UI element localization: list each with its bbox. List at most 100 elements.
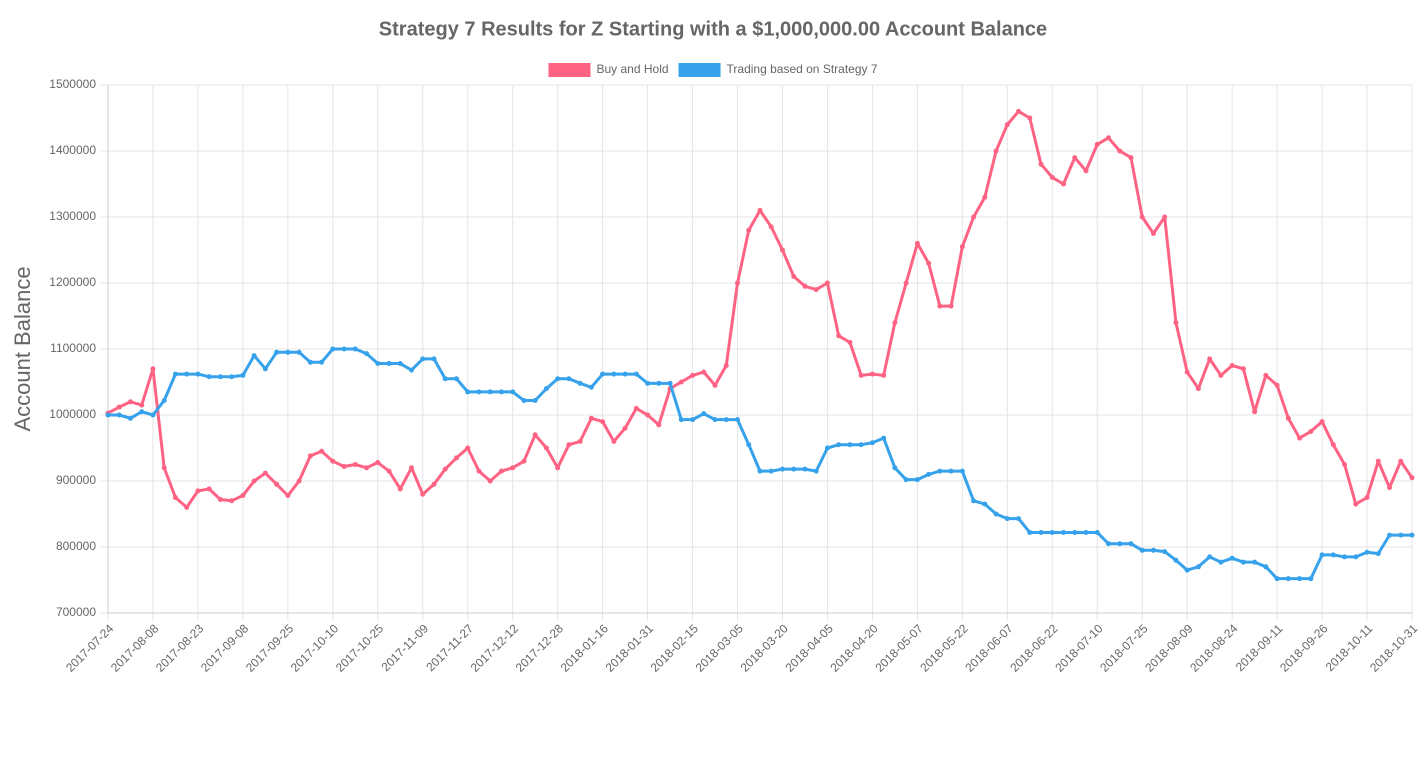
point — [588, 384, 594, 390]
point — [1139, 214, 1145, 220]
point — [1027, 529, 1033, 535]
point — [442, 466, 448, 472]
point — [397, 486, 403, 492]
point — [757, 468, 763, 474]
point — [476, 468, 482, 474]
point — [1252, 409, 1258, 415]
point — [1016, 108, 1022, 114]
point — [364, 465, 370, 471]
point — [1195, 564, 1201, 570]
point — [1038, 529, 1044, 535]
point — [768, 468, 774, 474]
point — [678, 379, 684, 385]
point — [161, 465, 167, 471]
point — [1162, 214, 1168, 220]
point — [735, 280, 741, 286]
point — [1195, 386, 1201, 392]
point — [330, 346, 336, 352]
point — [285, 493, 291, 499]
x-tick-label: 2018-10-31 — [1367, 621, 1421, 675]
point — [824, 280, 830, 286]
point — [1207, 554, 1213, 560]
point — [791, 466, 797, 472]
point — [757, 207, 763, 213]
point — [465, 445, 471, 451]
point — [768, 224, 774, 230]
point — [1263, 564, 1269, 570]
chart-title: Strategy 7 Results for Z Starting with a… — [379, 18, 1047, 40]
point — [1083, 529, 1089, 535]
point — [948, 468, 954, 474]
point — [431, 356, 437, 362]
point — [633, 371, 639, 377]
point — [397, 361, 403, 367]
point — [341, 346, 347, 352]
point — [712, 417, 718, 423]
point — [116, 412, 122, 418]
point — [1128, 541, 1134, 547]
point — [1319, 552, 1325, 558]
y-tick-label: 1500000 — [49, 77, 96, 91]
point — [1364, 495, 1370, 500]
point — [1319, 419, 1325, 425]
point — [869, 371, 875, 377]
point — [1342, 554, 1348, 560]
point — [779, 466, 785, 472]
point — [274, 481, 280, 487]
point — [611, 438, 617, 444]
point — [903, 280, 909, 286]
point — [240, 493, 246, 499]
point — [1229, 363, 1235, 368]
point — [1285, 415, 1291, 421]
legend-label: Trading based on Strategy 7 — [727, 62, 878, 76]
point — [229, 374, 235, 380]
point — [1218, 372, 1224, 378]
point — [330, 458, 336, 464]
point — [566, 442, 572, 448]
point — [296, 349, 302, 355]
line — [108, 347, 1412, 581]
legend-swatch — [548, 63, 591, 77]
point — [577, 438, 583, 444]
point — [982, 194, 988, 200]
point — [1263, 372, 1269, 378]
point — [588, 415, 594, 421]
point — [1049, 529, 1055, 535]
y-axis-label: Account Balance — [10, 266, 35, 431]
point — [1150, 547, 1156, 553]
legend-label: Buy and Hold — [596, 62, 668, 76]
point — [521, 397, 527, 403]
point — [184, 504, 190, 510]
point — [577, 380, 583, 386]
point — [1072, 529, 1078, 535]
point — [543, 386, 549, 392]
point — [487, 478, 493, 484]
point — [1117, 541, 1123, 547]
point — [1297, 576, 1303, 582]
point — [948, 303, 954, 309]
y-tick-label: 1300000 — [49, 209, 96, 223]
point — [465, 389, 471, 395]
point — [1072, 155, 1078, 161]
point — [285, 349, 291, 355]
point — [690, 372, 696, 378]
point — [498, 468, 504, 474]
point — [206, 374, 212, 380]
point — [1409, 532, 1415, 538]
point — [1049, 174, 1055, 180]
line — [107, 109, 1414, 509]
point — [1240, 559, 1246, 565]
point — [206, 486, 212, 492]
point — [881, 372, 887, 378]
point — [1128, 155, 1134, 161]
point — [240, 372, 246, 378]
point — [802, 283, 808, 289]
point — [926, 471, 932, 477]
point — [352, 346, 358, 352]
point — [375, 361, 381, 367]
point — [510, 465, 516, 471]
point — [532, 432, 538, 438]
point — [869, 440, 875, 446]
point — [1004, 516, 1010, 522]
